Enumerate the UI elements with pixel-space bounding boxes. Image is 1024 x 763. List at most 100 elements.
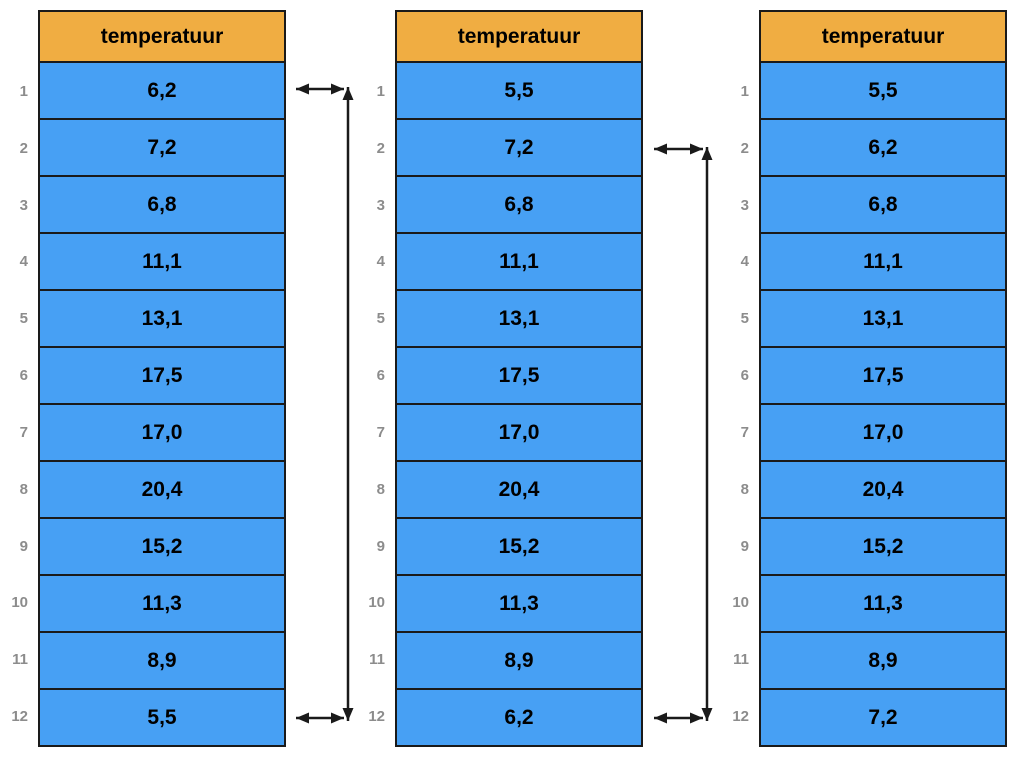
cell-value: 20,4 <box>862 477 904 501</box>
row-number: 11 <box>369 651 385 669</box>
table-row: 7,2 <box>40 120 284 177</box>
cell-value: 6,2 <box>868 135 898 159</box>
cell-value: 17,0 <box>862 420 904 444</box>
row-number: 2 <box>376 139 385 157</box>
row-number: 6 <box>740 367 749 385</box>
table-2-header: temperatuur <box>397 12 641 63</box>
row-numbers-column-2: 1 2 3 4 5 6 7 8 9 10 11 12 <box>357 63 385 745</box>
table-row: 6,8 <box>397 177 641 234</box>
swap-arrow-1 <box>296 83 354 724</box>
table-row: 17,5 <box>40 348 284 405</box>
row-numbers-column-3: 1 2 3 4 5 6 7 8 9 10 11 12 <box>721 63 749 745</box>
cell-value: 15,2 <box>862 534 904 558</box>
row-number: 11 <box>12 651 28 669</box>
table-2-rows: 5,5 7,2 6,8 11,1 13,1 17,5 17,0 20,4 15,2 11,3 8,9… <box>397 63 641 745</box>
table-row: 11,3 <box>40 576 284 633</box>
table-row: 11,1 <box>397 234 641 291</box>
table-row: 15,2 <box>761 519 1005 576</box>
cell-value: 5,5 <box>868 78 898 102</box>
row-number: 1 <box>740 82 749 100</box>
cell-value: 17,5 <box>498 363 540 387</box>
table-row: 17,5 <box>761 348 1005 405</box>
cell-value: 13,1 <box>862 306 904 330</box>
row-number: 1 <box>376 82 385 100</box>
temperature-table-2: 1 2 3 4 5 6 7 8 9 10 11 12 temperatuur 5,5 7,2 6,8 11,… <box>357 10 643 747</box>
row-number: 4 <box>19 253 28 271</box>
cell-value: 15,2 <box>141 534 183 558</box>
row-number: 5 <box>740 310 749 328</box>
row-number: 12 <box>732 708 749 726</box>
row-number: 2 <box>740 139 749 157</box>
table-1-rows: 6,2 7,2 6,8 11,1 13,1 17,5 17,0 20,4 15,2 11,3 8,9… <box>40 63 284 745</box>
cell-value: 8,9 <box>147 648 177 672</box>
table-row: 17,0 <box>40 405 284 462</box>
table-row: 8,9 <box>761 633 1005 690</box>
cell-value: 8,9 <box>504 648 534 672</box>
cell-value: 7,2 <box>147 135 177 159</box>
row-number: 3 <box>376 196 385 214</box>
cell-value: 13,1 <box>498 306 540 330</box>
table-row: 11,1 <box>761 234 1005 291</box>
row-number: 12 <box>11 708 28 726</box>
cell-value: 17,0 <box>498 420 540 444</box>
cell-value: 13,1 <box>141 306 183 330</box>
row-number: 7 <box>376 423 385 441</box>
cell-value: 11,1 <box>499 249 539 273</box>
table-row: 11,3 <box>761 576 1005 633</box>
cell-value: 11,3 <box>499 591 539 615</box>
row-number: 9 <box>740 537 749 555</box>
table-row: 8,9 <box>397 633 641 690</box>
swap-arrow-2 <box>654 143 713 724</box>
cell-value: 11,3 <box>142 591 182 615</box>
cell-value: 11,1 <box>142 249 182 273</box>
row-number: 9 <box>19 537 28 555</box>
table-row: 6,2 <box>397 690 641 745</box>
row-number: 5 <box>19 310 28 328</box>
table-1-header: temperatuur <box>40 12 284 63</box>
row-number: 8 <box>740 480 749 498</box>
cell-value: 6,8 <box>868 192 898 216</box>
row-number: 8 <box>376 480 385 498</box>
table-row: 6,8 <box>40 177 284 234</box>
row-number: 10 <box>732 594 749 612</box>
row-number: 1 <box>19 82 28 100</box>
cell-value: 6,2 <box>147 78 177 102</box>
cell-value: 11,3 <box>863 591 903 615</box>
cell-value: 17,5 <box>141 363 183 387</box>
row-number: 9 <box>376 537 385 555</box>
table-row: 17,0 <box>397 405 641 462</box>
temperature-table-1: 1 2 3 4 5 6 7 8 9 10 11 12 temperatuur 6,2 7,2 6,8 11,… <box>0 10 286 747</box>
table-row: 13,1 <box>397 291 641 348</box>
table-row: 5,5 <box>397 63 641 120</box>
cell-value: 15,2 <box>498 534 540 558</box>
table-row: 15,2 <box>40 519 284 576</box>
row-number: 12 <box>368 708 385 726</box>
table-row: 20,4 <box>397 462 641 519</box>
cell-value: 17,5 <box>862 363 904 387</box>
cell-value: 6,8 <box>147 192 177 216</box>
table-3-header: temperatuur <box>761 12 1005 63</box>
row-number: 2 <box>19 139 28 157</box>
table-row: 7,2 <box>397 120 641 177</box>
table-row: 8,9 <box>40 633 284 690</box>
row-number: 5 <box>376 310 385 328</box>
table-row: 17,5 <box>397 348 641 405</box>
row-number: 4 <box>740 253 749 271</box>
table-3: temperatuur 5,5 6,2 6,8 11,1 13,1 17,5 17,0 20,… <box>759 10 1007 747</box>
temperature-table-3: 1 2 3 4 5 6 7 8 9 10 11 12 temperatuur 5,5 6,2 6,8 11,… <box>721 10 1007 747</box>
table-row: 7,2 <box>761 690 1005 745</box>
cell-value: 7,2 <box>504 135 534 159</box>
row-number: 7 <box>19 423 28 441</box>
table-row: 6,8 <box>761 177 1005 234</box>
cell-value: 11,1 <box>863 249 903 273</box>
row-number: 6 <box>376 367 385 385</box>
row-number: 4 <box>376 253 385 271</box>
table-row: 13,1 <box>761 291 1005 348</box>
cell-value: 8,9 <box>868 648 898 672</box>
table-row: 11,1 <box>40 234 284 291</box>
row-number: 3 <box>740 196 749 214</box>
table-row: 5,5 <box>761 63 1005 120</box>
table-row: 5,5 <box>40 690 284 745</box>
table-row: 17,0 <box>761 405 1005 462</box>
table-row: 13,1 <box>40 291 284 348</box>
